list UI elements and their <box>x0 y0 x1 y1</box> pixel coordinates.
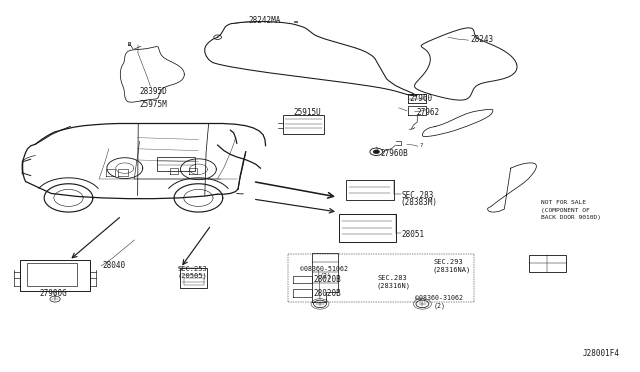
Bar <box>529 255 566 272</box>
Text: (28316N): (28316N) <box>376 282 410 289</box>
Text: 27962: 27962 <box>416 108 439 117</box>
Text: 28243: 28243 <box>470 35 493 44</box>
Text: 28395D: 28395D <box>140 87 167 96</box>
Text: 27900G: 27900G <box>40 289 67 298</box>
Bar <box>184 278 204 285</box>
Text: (20505): (20505) <box>178 273 207 279</box>
Text: (COMPONENT OF: (COMPONENT OF <box>541 208 589 213</box>
Text: 28040: 28040 <box>102 262 125 270</box>
Bar <box>180 268 207 288</box>
Text: 25915U: 25915U <box>293 108 321 117</box>
Text: (2): (2) <box>320 273 332 279</box>
Text: (28383M): (28383M) <box>400 198 437 207</box>
Text: 28242MA: 28242MA <box>248 16 281 25</box>
Text: 25975M: 25975M <box>140 100 167 109</box>
Text: 28020B: 28020B <box>314 275 341 284</box>
Text: 28020B: 28020B <box>314 289 341 298</box>
Text: BACK DOOR 9010D): BACK DOOR 9010D) <box>541 215 601 220</box>
Bar <box>157 157 195 171</box>
Circle shape <box>373 150 380 154</box>
Text: J28001F4: J28001F4 <box>582 349 620 358</box>
Bar <box>20 260 90 291</box>
Text: ©08360-51062: ©08360-51062 <box>300 266 348 272</box>
Bar <box>283 115 324 134</box>
Bar <box>346 180 394 200</box>
Text: 28051: 28051 <box>402 230 425 239</box>
Text: (28316NA): (28316NA) <box>432 266 470 273</box>
Text: (2): (2) <box>434 302 446 309</box>
Text: SEC.283: SEC.283 <box>378 275 407 281</box>
Text: ©08360-31062: ©08360-31062 <box>415 295 463 301</box>
Text: SEC.293: SEC.293 <box>434 259 463 265</box>
Bar <box>339 214 396 242</box>
Text: SEC.283: SEC.283 <box>402 191 435 200</box>
Bar <box>27 263 77 286</box>
Text: 7: 7 <box>420 143 423 148</box>
Text: NOT FOR SALE: NOT FOR SALE <box>541 200 586 205</box>
Text: SEC.253: SEC.253 <box>178 266 207 272</box>
Text: 27960B: 27960B <box>381 149 408 158</box>
Text: 27960: 27960 <box>410 94 433 103</box>
